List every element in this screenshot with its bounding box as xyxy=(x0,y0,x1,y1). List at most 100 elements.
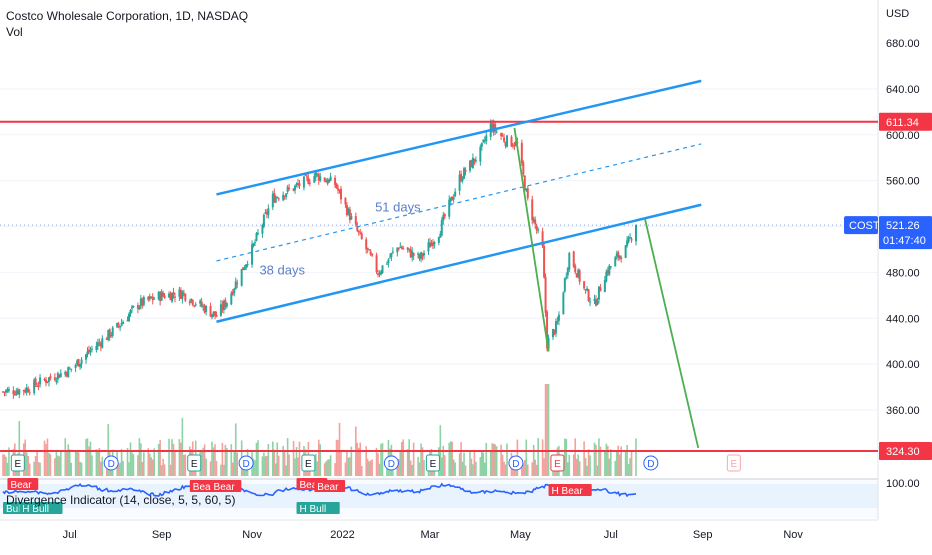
candle-body xyxy=(110,334,113,337)
volume-bar xyxy=(448,442,451,476)
volume-bar xyxy=(163,464,166,476)
volume-bar xyxy=(100,461,102,476)
candle-body xyxy=(451,196,454,201)
earnings-marker[interactable] xyxy=(301,454,316,472)
candle-body xyxy=(67,367,70,378)
volume-bar xyxy=(85,439,87,476)
candle-body xyxy=(47,377,50,382)
candle-body xyxy=(532,218,535,222)
earnings-marker[interactable] xyxy=(425,454,440,472)
candle-body xyxy=(132,305,135,307)
candle-body xyxy=(464,169,467,172)
candle-body xyxy=(243,267,246,270)
candle-body xyxy=(130,306,133,309)
candle-body xyxy=(387,259,390,263)
volume-bar xyxy=(2,454,4,476)
volume-bar xyxy=(442,445,445,476)
candle-body xyxy=(624,245,627,259)
channel-lower-line[interactable] xyxy=(216,203,702,323)
volume-bar xyxy=(264,456,267,476)
volume-bar xyxy=(18,421,21,476)
volume-bar xyxy=(266,455,268,476)
candle-body xyxy=(173,296,176,298)
volume-bar xyxy=(584,457,587,476)
earnings-marker[interactable] xyxy=(726,454,741,472)
candle-body xyxy=(615,253,618,257)
candle-body xyxy=(254,242,257,244)
volume-bar xyxy=(252,458,255,476)
dividend-marker[interactable] xyxy=(383,455,399,471)
candle-body xyxy=(33,379,36,394)
price-tick-label: 600.00 xyxy=(886,130,920,142)
volume-bar xyxy=(184,454,187,476)
volume-bar xyxy=(504,464,507,476)
dividend-marker[interactable] xyxy=(238,455,254,471)
volume-bar xyxy=(68,449,71,476)
candle-body xyxy=(618,255,621,259)
candle-body xyxy=(285,193,288,198)
candle-body xyxy=(139,298,142,307)
volume-bar xyxy=(485,443,488,476)
volume-bar xyxy=(181,417,184,476)
volume-bar xyxy=(617,445,620,476)
volume-bar xyxy=(524,460,526,476)
candle-body xyxy=(406,247,409,250)
candle-body xyxy=(470,160,473,168)
volume-bar xyxy=(398,459,400,476)
candle-body xyxy=(169,293,172,301)
volume-bar xyxy=(55,449,58,476)
candle-body xyxy=(273,193,276,203)
volume-bar xyxy=(88,446,90,476)
candle-body xyxy=(396,247,399,253)
volume-bar xyxy=(356,442,359,476)
candle-body xyxy=(202,305,205,307)
candle-body xyxy=(286,186,289,192)
candle-body xyxy=(494,123,497,132)
volume-bar xyxy=(418,462,421,476)
candle-body xyxy=(13,394,16,396)
volume-bar xyxy=(500,444,502,476)
volume-bar xyxy=(329,455,332,476)
candle-body xyxy=(531,199,534,220)
volume-bar xyxy=(141,461,144,476)
candle-body xyxy=(575,273,578,278)
volume-bar xyxy=(629,458,631,476)
candle-body xyxy=(503,137,506,142)
volume-bar xyxy=(515,465,517,476)
time-axis-label: Jul xyxy=(63,529,77,541)
volume-bar xyxy=(615,450,618,476)
candle-body xyxy=(606,270,609,274)
volume-bar xyxy=(575,458,578,476)
candle-body xyxy=(288,187,291,189)
hidden-bull-divergence-tag xyxy=(19,502,63,514)
volume-bar xyxy=(200,451,203,476)
candle-body xyxy=(319,176,322,181)
volume-bar xyxy=(423,460,425,476)
channel-mid-line[interactable] xyxy=(216,143,702,262)
earnings-marker[interactable] xyxy=(550,454,565,472)
volume-bar xyxy=(202,447,204,476)
volume-bar xyxy=(274,463,277,476)
volume-bar xyxy=(178,439,181,476)
projection-target-line[interactable] xyxy=(644,218,700,449)
candle-body xyxy=(219,304,222,316)
volume-bar xyxy=(604,451,606,476)
dividend-marker[interactable] xyxy=(643,455,659,471)
candle-body xyxy=(80,359,83,365)
projection-down-line[interactable] xyxy=(513,127,550,352)
volume-bar xyxy=(54,458,56,476)
candle-body xyxy=(572,251,575,267)
candle-body xyxy=(46,381,49,383)
candle-body xyxy=(534,219,537,225)
dividend-marker[interactable] xyxy=(103,455,119,471)
dividend-marker[interactable] xyxy=(508,455,524,471)
earnings-marker[interactable] xyxy=(10,454,25,472)
candle-body xyxy=(246,263,249,265)
volume-bar xyxy=(314,453,317,476)
earnings-marker[interactable] xyxy=(187,454,202,472)
channel-upper-line[interactable] xyxy=(216,79,702,196)
volume-bar xyxy=(411,464,413,476)
volume-bar xyxy=(522,463,525,476)
